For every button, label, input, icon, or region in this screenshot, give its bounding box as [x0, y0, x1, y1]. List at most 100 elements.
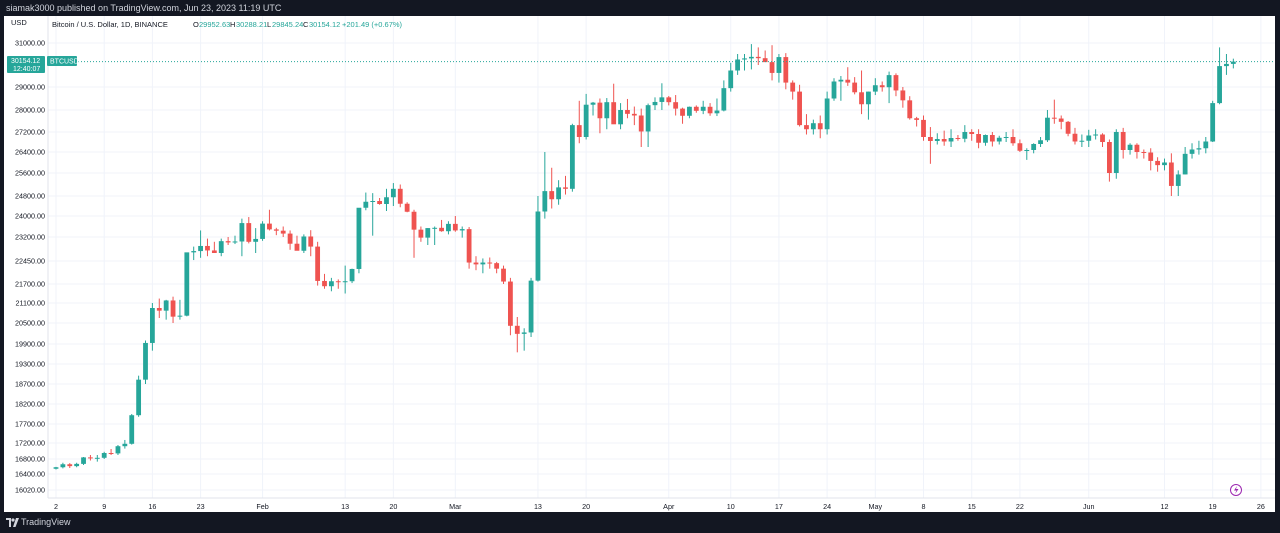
candle[interactable] — [652, 97, 658, 110]
candle[interactable] — [948, 129, 954, 147]
candle[interactable] — [143, 340, 148, 385]
candle[interactable] — [1010, 129, 1016, 146]
candle[interactable] — [797, 84, 802, 127]
candle[interactable] — [783, 53, 789, 90]
candle[interactable] — [267, 209, 272, 231]
candle[interactable] — [163, 299, 169, 320]
candle[interactable] — [514, 317, 520, 353]
candle[interactable] — [211, 241, 217, 253]
candle[interactable] — [721, 80, 727, 112]
candle[interactable] — [838, 76, 844, 101]
candle[interactable] — [976, 129, 981, 149]
candle[interactable] — [349, 268, 355, 284]
candle[interactable] — [170, 296, 176, 323]
candle[interactable] — [983, 134, 988, 146]
candle[interactable] — [184, 252, 190, 317]
candle[interactable] — [94, 455, 100, 462]
candle[interactable] — [742, 54, 747, 71]
candle[interactable] — [810, 119, 816, 135]
candle[interactable] — [659, 83, 665, 110]
candle[interactable] — [769, 45, 775, 81]
candle[interactable] — [955, 135, 961, 141]
candle[interactable] — [432, 226, 438, 246]
candle[interactable] — [239, 218, 245, 257]
candle[interactable] — [831, 78, 837, 101]
candle[interactable] — [1175, 170, 1181, 196]
candle[interactable] — [1065, 121, 1071, 137]
candle[interactable] — [762, 50, 768, 63]
candle[interactable] — [549, 167, 555, 209]
chart-frame[interactable]: 31000.00 29000.00 28000.00 27200.00 26400.00… — [4, 16, 1275, 512]
candle[interactable] — [149, 303, 155, 351]
candle[interactable] — [1086, 129, 1092, 147]
candle[interactable] — [246, 217, 252, 244]
candle[interactable] — [755, 47, 761, 65]
candle[interactable] — [1224, 54, 1229, 75]
candle[interactable] — [301, 234, 307, 253]
candle[interactable] — [886, 71, 892, 104]
candle[interactable] — [611, 83, 617, 125]
candle[interactable] — [804, 114, 809, 135]
candle[interactable] — [129, 414, 135, 445]
candle[interactable] — [280, 226, 286, 238]
candle[interactable] — [631, 106, 637, 126]
candle[interactable] — [1210, 100, 1216, 142]
candle[interactable] — [687, 106, 692, 119]
candle[interactable] — [108, 449, 114, 455]
candle[interactable] — [198, 230, 203, 258]
candle[interactable] — [1120, 127, 1126, 159]
candle[interactable] — [969, 129, 975, 141]
candle[interactable] — [542, 152, 548, 219]
candle[interactable] — [1093, 129, 1099, 140]
candle[interactable] — [446, 221, 451, 235]
candle[interactable] — [136, 375, 142, 417]
candle[interactable] — [907, 96, 913, 120]
event-marker-icon[interactable] — [1230, 484, 1242, 496]
candle[interactable] — [1079, 134, 1085, 148]
candle[interactable] — [411, 209, 417, 258]
candle[interactable] — [253, 228, 259, 253]
candle[interactable] — [335, 279, 341, 289]
candle[interactable] — [115, 445, 121, 455]
candle[interactable] — [618, 103, 623, 130]
candle[interactable] — [459, 226, 465, 238]
candle[interactable] — [418, 226, 424, 242]
candle[interactable] — [556, 180, 562, 205]
candle[interactable] — [1162, 158, 1167, 171]
candle[interactable] — [879, 81, 885, 92]
candle[interactable] — [452, 216, 458, 232]
candle[interactable] — [941, 130, 947, 146]
candle[interactable] — [1100, 133, 1105, 147]
candle[interactable] — [1155, 157, 1160, 172]
candle[interactable] — [1189, 143, 1195, 159]
candle[interactable] — [1045, 110, 1050, 142]
candle[interactable] — [728, 62, 734, 92]
candle[interactable] — [342, 265, 348, 294]
candle[interactable] — [205, 238, 210, 257]
candle[interactable] — [872, 78, 878, 96]
candle[interactable] — [370, 193, 376, 236]
candle[interactable] — [67, 463, 73, 468]
candle[interactable] — [377, 198, 382, 205]
candle[interactable] — [1196, 140, 1202, 155]
candle[interactable] — [501, 265, 506, 284]
candle[interactable] — [735, 54, 741, 75]
candle[interactable] — [590, 101, 596, 116]
candle[interactable] — [989, 132, 995, 147]
candle[interactable] — [404, 202, 410, 213]
candle[interactable] — [60, 462, 66, 469]
candle[interactable] — [260, 221, 265, 241]
candle[interactable] — [521, 328, 527, 351]
candle[interactable] — [487, 257, 493, 269]
candle[interactable] — [700, 100, 706, 115]
candle[interactable] — [893, 73, 899, 97]
candle[interactable] — [397, 184, 403, 208]
candle[interactable] — [1134, 143, 1140, 159]
candle[interactable] — [1230, 58, 1236, 69]
candle[interactable] — [1217, 47, 1222, 105]
candle[interactable] — [921, 115, 926, 141]
candle[interactable] — [480, 258, 486, 274]
candle[interactable] — [563, 175, 568, 195]
candle[interactable] — [439, 219, 444, 232]
candle[interactable] — [583, 93, 589, 140]
